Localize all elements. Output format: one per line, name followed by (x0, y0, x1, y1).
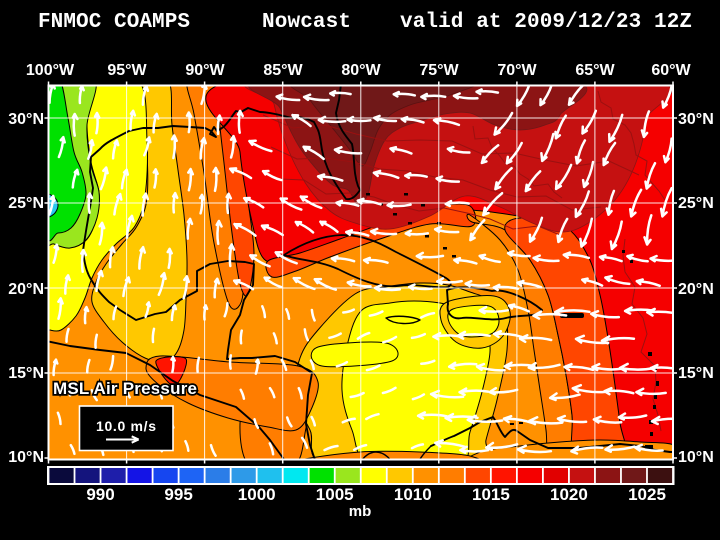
svg-text:25°N: 25°N (8, 195, 44, 212)
svg-text:valid at 2009/12/23 12Z: valid at 2009/12/23 12Z (400, 11, 692, 34)
svg-text:mb: mb (349, 503, 372, 520)
svg-text:80°W: 80°W (341, 62, 381, 79)
svg-text:1010: 1010 (394, 485, 432, 504)
svg-text:1020: 1020 (550, 485, 588, 504)
svg-text:100°W: 100°W (26, 62, 75, 79)
svg-text:20°N: 20°N (8, 281, 44, 298)
svg-text:10.0 m/s: 10.0 m/s (96, 418, 156, 434)
svg-text:FNMOC COAMPS: FNMOC COAMPS (38, 11, 190, 34)
svg-text:60°W: 60°W (651, 62, 691, 79)
svg-text:995: 995 (164, 485, 192, 504)
svg-text:75°W: 75°W (419, 62, 459, 79)
svg-text:90°W: 90°W (185, 62, 225, 79)
svg-text:20°N: 20°N (678, 281, 714, 298)
svg-text:990: 990 (86, 485, 114, 504)
svg-text:30°N: 30°N (678, 111, 714, 128)
svg-text:1000: 1000 (238, 485, 276, 504)
svg-text:15°N: 15°N (678, 365, 714, 382)
svg-text:MSL Air Pressure: MSL Air Pressure (53, 379, 197, 398)
svg-text:85°W: 85°W (263, 62, 303, 79)
svg-text:10°N: 10°N (678, 449, 714, 466)
svg-text:95°W: 95°W (107, 62, 147, 79)
svg-text:25°N: 25°N (678, 195, 714, 212)
svg-text:1015: 1015 (472, 485, 510, 504)
svg-text:15°N: 15°N (8, 365, 44, 382)
svg-text:Nowcast: Nowcast (262, 11, 351, 34)
svg-text:65°W: 65°W (575, 62, 615, 79)
svg-text:70°W: 70°W (497, 62, 537, 79)
svg-text:30°N: 30°N (8, 111, 44, 128)
svg-text:10°N: 10°N (8, 449, 44, 466)
svg-text:1025: 1025 (628, 485, 666, 504)
svg-text:1005: 1005 (316, 485, 354, 504)
